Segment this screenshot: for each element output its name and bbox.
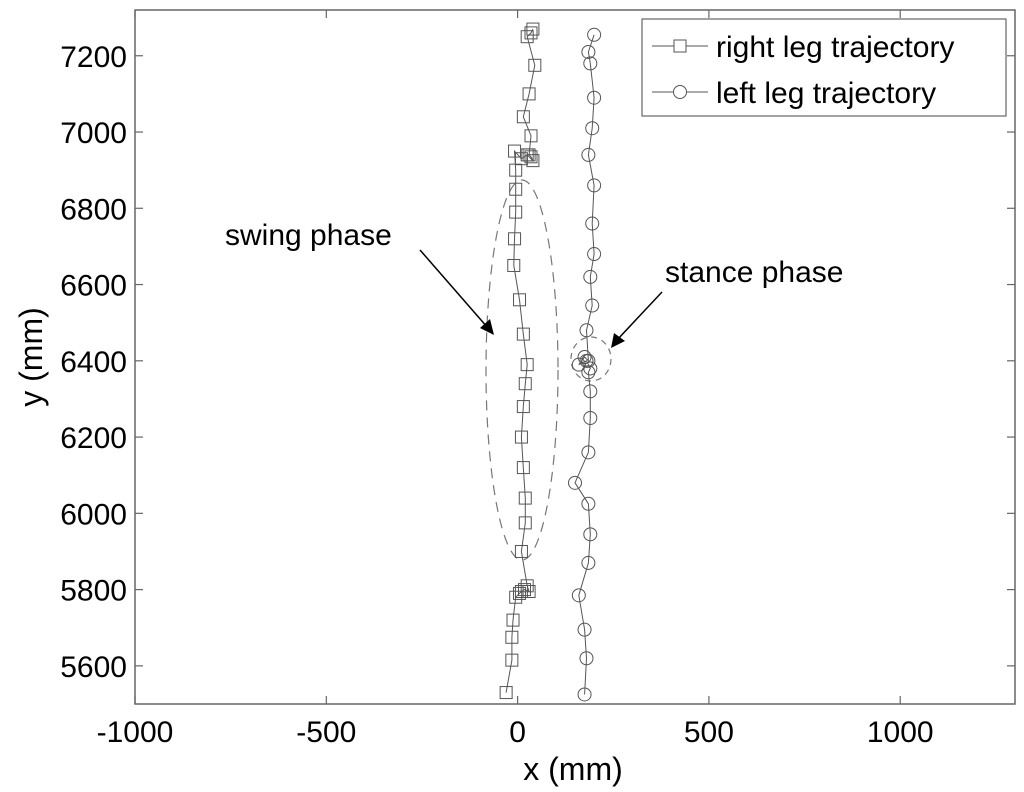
data-point-square [516,400,530,414]
data-point-circle [568,475,582,490]
data-point-circle [583,56,598,71]
series-right-leg [499,22,542,700]
data-point-circle [581,44,596,59]
series-line [574,34,595,695]
data-point-circle [581,555,596,570]
y-tick-label: 7200 [60,41,127,74]
data-point-square [509,182,523,196]
data-point-square [513,293,527,307]
data-point-circle [585,121,600,136]
x-tick-label: -500 [296,716,356,749]
legend-marker-square [673,39,687,53]
data-series [499,22,602,702]
data-point-square [514,544,528,558]
data-point-square [524,150,538,164]
data-point-circle [577,687,592,702]
data-point-square [505,653,519,667]
y-tick-label: 7000 [60,117,127,150]
data-point-circle [581,365,596,380]
y-tick-label: 6600 [60,270,127,303]
data-point-square [508,144,522,158]
data-point-circle [587,27,602,42]
x-axis-title: x (mm) [523,751,623,787]
y-axis-ticks: 5600 5800 6000 6200 6400 6600 6800 7000 7200 [60,41,1015,684]
data-point-circle [577,622,592,637]
annotation-labels: swing phase stance phase [225,219,843,348]
annotations [485,179,612,561]
data-point-circle [583,411,598,426]
data-point-circle [579,651,594,666]
data-point-circle [587,90,602,105]
data-point-circle [587,247,602,262]
series-left-leg [568,27,602,702]
x-tick-label: -1000 [97,716,174,749]
data-point-square [520,358,534,372]
data-point-square [508,232,522,246]
data-point-square [524,26,538,40]
data-point-square [507,258,521,272]
x-tick-label: 0 [509,716,526,749]
data-point-circle [583,384,598,399]
data-point-square [524,129,538,143]
stance-phase-arrowhead [611,333,625,348]
data-point-square [516,461,530,475]
axis-titles: x (mm) y (mm) [13,307,623,787]
plot-frame [134,9,1016,705]
y-tick-label: 6200 [60,422,127,455]
data-point-square [514,430,528,444]
legend: right leg trajectory left leg trajectory [641,18,1007,117]
y-axis-title: y (mm) [13,307,49,407]
data-point-square [520,579,534,593]
data-point-circle [581,147,596,162]
data-point-square [505,630,519,644]
stance-phase-ellipse [570,336,612,382]
data-point-circle [585,298,600,313]
data-point-square [518,377,532,391]
data-point-circle [587,178,602,193]
data-point-circle [583,269,598,284]
data-point-square [526,22,540,36]
data-point-circle [571,588,586,603]
x-tick-label: 1000 [867,716,934,749]
y-tick-label: 5800 [60,575,127,608]
data-point-square [522,87,536,101]
swing-phase-arrow-shaft [419,249,489,329]
legend-label-left-leg: left leg trajectory [716,77,936,110]
data-point-square [517,583,531,597]
x-tick-label: 500 [684,716,734,749]
legend-label-right-leg: right leg trajectory [716,31,954,64]
data-point-circle [571,357,586,372]
swing-phase-arrowhead [480,319,494,335]
data-point-circle [583,527,598,542]
data-point-square [518,516,532,530]
data-point-square [528,58,542,72]
data-point-square [516,327,530,341]
data-point-circle [585,216,600,231]
swing-phase-ellipse [485,179,559,561]
legend-box [641,18,1007,117]
data-point-square [499,686,513,700]
data-point-square [516,110,530,124]
axes: -1000 -500 0 500 1000 5600 5800 6000 6200 6400 66… [60,9,1016,749]
legend-marker-circle [673,85,687,99]
y-tick-label: 6400 [60,346,127,379]
y-tick-label: 6000 [60,498,127,531]
y-tick-label: 5600 [60,651,127,684]
data-point-square [506,613,520,627]
y-tick-label: 6800 [60,193,127,226]
data-point-circle [577,350,592,364]
stance-phase-arrow-shaft [616,291,663,341]
swing-phase-label: swing phase [225,219,392,252]
data-point-circle [581,445,596,460]
stance-phase-label: stance phase [665,256,843,289]
data-point-circle [579,323,594,338]
x-axis-ticks: -1000 -500 0 500 1000 [97,10,934,749]
data-point-square [518,491,532,505]
data-point-square [513,586,527,600]
data-point-square [522,148,536,162]
data-point-circle [581,496,596,511]
data-point-square [509,205,523,219]
data-point-circle [581,353,596,368]
